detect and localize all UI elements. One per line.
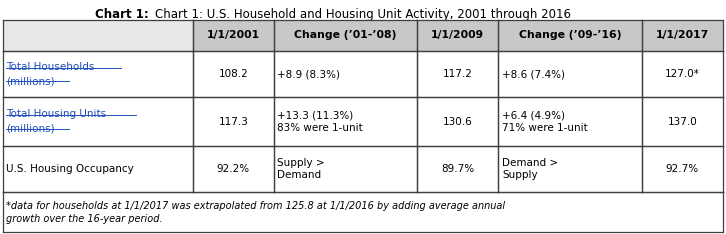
Bar: [642, 146, 723, 192]
Bar: [3, 146, 192, 192]
Bar: [3, 20, 192, 51]
Bar: [417, 146, 499, 192]
Text: +8.6 (7.4%): +8.6 (7.4%): [502, 69, 565, 79]
Text: (millions): (millions): [7, 124, 55, 134]
Text: 1/1/2001: 1/1/2001: [207, 30, 260, 40]
Bar: [499, 20, 642, 51]
Bar: [192, 20, 274, 51]
Bar: [274, 20, 417, 51]
Text: Total Housing Units: Total Housing Units: [7, 109, 107, 119]
Text: 92.7%: 92.7%: [666, 164, 699, 174]
Text: Chart 1: U.S. Household and Housing Unit Activity, 2001 through 2016: Chart 1: U.S. Household and Housing Unit…: [155, 8, 571, 21]
Text: Demand >
Supply: Demand > Supply: [502, 158, 558, 180]
Text: (millions): (millions): [7, 76, 55, 86]
Bar: [192, 51, 274, 97]
Text: Change (’01-’08): Change (’01-’08): [295, 30, 397, 40]
Bar: [417, 51, 499, 97]
Bar: [417, 97, 499, 146]
Bar: [642, 20, 723, 51]
Bar: [499, 97, 642, 146]
Text: Change (’09-’16): Change (’09-’16): [519, 30, 621, 40]
Text: 127.0*: 127.0*: [665, 69, 700, 79]
Text: 130.6: 130.6: [443, 117, 473, 127]
Text: 137.0: 137.0: [667, 117, 697, 127]
Text: Supply >
Demand: Supply > Demand: [277, 158, 325, 180]
Text: +6.4 (4.9%)
71% were 1-unit: +6.4 (4.9%) 71% were 1-unit: [502, 110, 588, 133]
Text: *data for households at 1/1/2017 was extrapolated from 125.8 at 1/1/2016 by addi: *data for households at 1/1/2017 was ext…: [7, 201, 505, 224]
Bar: [3, 192, 723, 232]
Bar: [417, 20, 499, 51]
Bar: [499, 146, 642, 192]
Text: +8.9 (8.3%): +8.9 (8.3%): [277, 69, 340, 79]
Bar: [274, 146, 417, 192]
Bar: [274, 97, 417, 146]
Text: 1/1/2017: 1/1/2017: [656, 30, 709, 40]
Text: 108.2: 108.2: [219, 69, 248, 79]
Text: 117.3: 117.3: [219, 117, 248, 127]
Bar: [499, 51, 642, 97]
Bar: [3, 51, 192, 97]
Text: +13.3 (11.3%)
83% were 1-unit: +13.3 (11.3%) 83% were 1-unit: [277, 110, 363, 133]
Bar: [3, 97, 192, 146]
Text: U.S. Housing Occupancy: U.S. Housing Occupancy: [7, 164, 134, 174]
Text: Chart 1:: Chart 1:: [94, 8, 148, 21]
Bar: [642, 97, 723, 146]
Bar: [192, 146, 274, 192]
Text: 92.2%: 92.2%: [217, 164, 250, 174]
Bar: [274, 51, 417, 97]
Text: 1/1/2009: 1/1/2009: [431, 30, 484, 40]
Bar: [192, 97, 274, 146]
Text: 89.7%: 89.7%: [441, 164, 474, 174]
Bar: [642, 51, 723, 97]
Text: 117.2: 117.2: [443, 69, 473, 79]
Text: Total Households: Total Households: [7, 62, 95, 72]
